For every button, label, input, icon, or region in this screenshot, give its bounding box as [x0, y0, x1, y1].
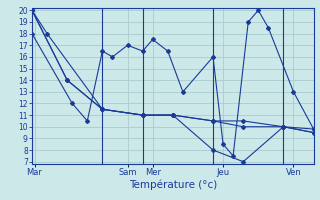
X-axis label: Température (°c): Température (°c) — [129, 180, 217, 190]
